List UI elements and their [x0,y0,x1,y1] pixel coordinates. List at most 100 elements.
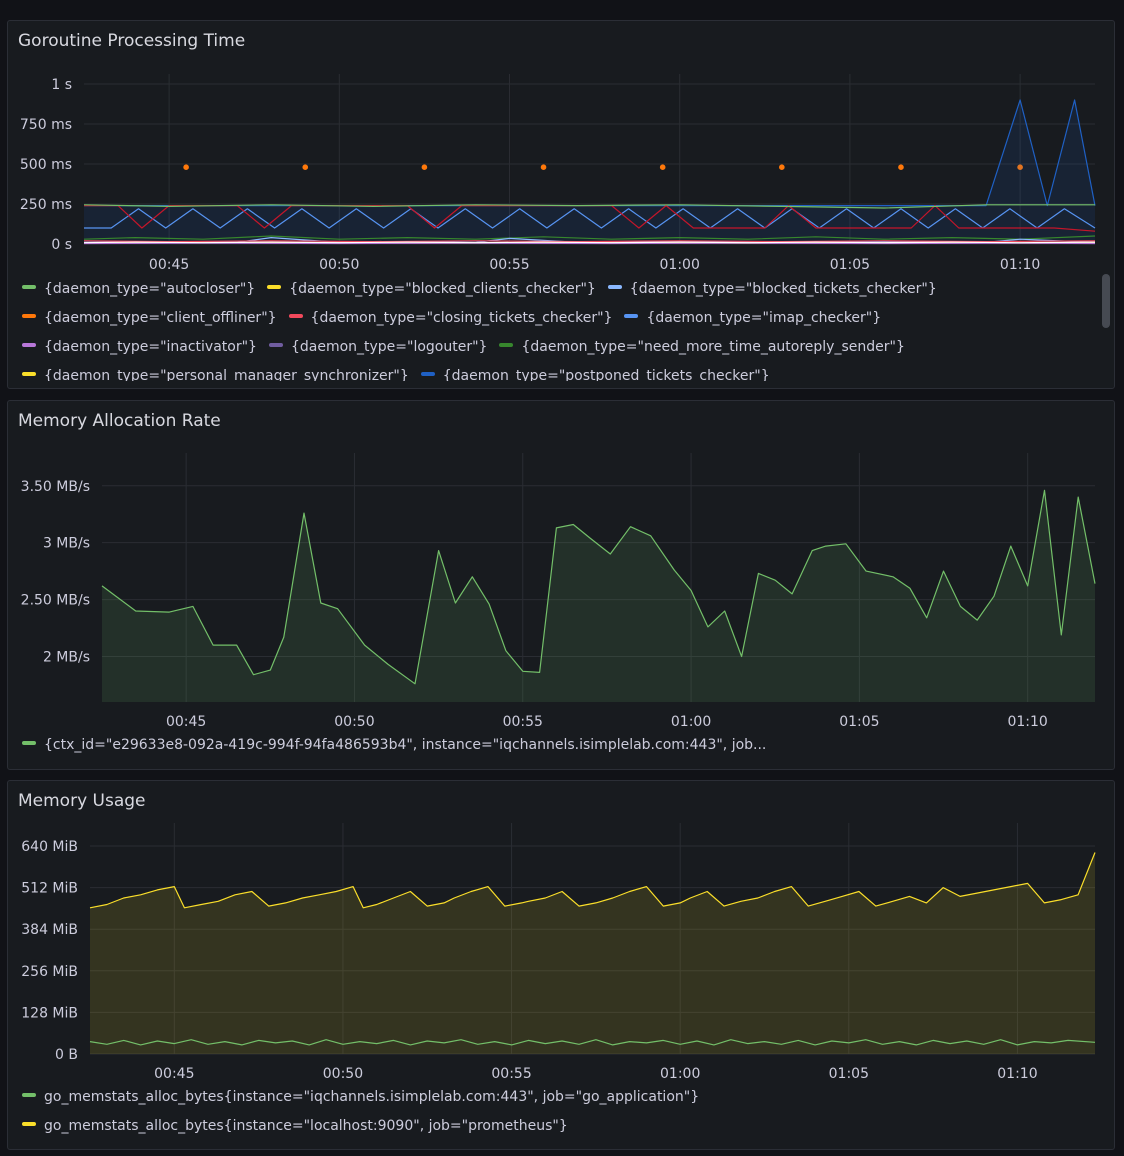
x-tick-label: 00:55 [503,714,543,730]
x-tick-label: 01:05 [830,257,870,273]
legend-swatch [22,1093,36,1097]
y-tick-label: 0 s [51,237,72,253]
legend-item[interactable]: {daemon_type="blocked_tickets_checker"} [607,275,937,304]
y-tick-label: 128 MiB [21,1005,78,1021]
legend-row: {ctx_id="e29633e8-092a-419c-994f-94fa486… [22,731,1102,760]
legend-swatch [268,343,283,347]
legend-item[interactable]: {daemon_type="client_offliner"} [22,304,277,333]
legend-label: {daemon_type="postponed_tickets_checker"… [442,368,770,381]
memory-usage-panel: Memory Usage 0 B 128 MiB 256 MiB 384 MiB 512… [7,780,1115,1150]
data-point [898,164,904,170]
x-tick-label: 01:10 [997,1066,1037,1082]
legend-row: go_memstats_alloc_bytes{instance="iqchan… [22,1083,1102,1112]
legend-row: {daemon_type="autocloser"} {daemon_type="… [22,275,1092,304]
series-0 [183,164,1023,170]
y-tick-label: 640 MiB [21,839,78,855]
legend-item[interactable]: {daemon_type="logouter"} [268,333,488,362]
grid [90,823,1095,1055]
series-1 [84,99,1096,244]
y-tick-label: 512 MiB [21,881,78,897]
legend-item[interactable]: {daemon_type="imap_checker"} [624,304,881,333]
goroutine-processing-time-chart[interactable]: 0 s 250 ms 500 ms 750 ms 1 s 00:45 00:50 00:55 0… [8,21,1114,281]
legend-label: {daemon_type="imap_checker"} [646,310,882,326]
legend-label: go_memstats_alloc_bytes{instance="localh… [44,1118,568,1134]
legend-item[interactable]: {ctx_id="e29633e8-092a-419c-994f-94fa486… [22,731,766,760]
chart-legend: {ctx_id="e29633e8-092a-419c-994f-94fa486… [22,731,1102,760]
legend-swatch [607,285,622,289]
data-point [302,164,309,170]
x-tick-label: 01:05 [829,1066,869,1082]
y-tick-label: 2.50 MB/s [21,593,90,609]
y-tick-label: 384 MiB [21,922,78,938]
x-tick-label: 00:50 [323,1066,363,1082]
legend-label: {daemon_type="blocked_tickets_checker"} [629,281,937,297]
y-tick-label: 256 MiB [21,964,78,980]
legend-row: {daemon_type="client_offliner"} {daemon_t… [22,304,1092,333]
legend-label: {daemon_type="personal_manager_synchroni… [44,368,409,381]
memory-allocation-rate-chart[interactable]: 2 MB/s 2.50 MB/s 3 MB/s 3.50 MB/s 00:45 00:50… [8,401,1114,736]
x-tick-label: 01:10 [1007,714,1047,730]
y-tick-label: 3 MB/s [43,536,90,552]
series-line [89,1039,1096,1046]
legend-swatch [22,372,36,376]
series-line [84,208,1096,229]
series-line [83,204,1095,209]
legend-item[interactable]: {daemon_type="personal_manager_synchroni… [22,362,409,381]
legend-swatch [22,343,36,347]
legend-label: {daemon_type="logouter"} [290,339,488,355]
x-tick-label: 01:10 [1000,257,1040,273]
legend-item[interactable]: {daemon_type="closing_tickets_checker"} [288,304,612,333]
legend-label: {daemon_type="inactivator"} [44,339,257,355]
goroutine-processing-time-panel: Goroutine Processing Time 0 s 250 ms 500 m… [7,20,1115,389]
series-area [102,490,1095,702]
data-point [659,164,666,170]
legend-swatch [288,314,303,318]
x-tick-label: 00:55 [489,257,529,273]
legend-label: {daemon_type="client_offliner"} [44,310,277,326]
legend-item[interactable]: {daemon_type="postponed_tickets_checker"… [420,362,770,381]
legend-item[interactable]: go_memstats_alloc_bytes{instance="localh… [22,1112,568,1141]
series-0 [101,489,1096,702]
y-tick-label: 500 ms [20,157,72,173]
memory-usage-chart[interactable]: 0 B 128 MiB 256 MiB 384 MiB 512 MiB 640 MiB 00… [8,781,1114,1086]
legend-swatch [22,285,36,289]
x-tick-label: 01:05 [839,714,879,730]
x-tick-label: 00:45 [154,1066,194,1082]
legend-swatch [22,1122,36,1126]
series-0 [89,852,1096,1054]
legend-label: {daemon_type="blocked_clients_checker"} [289,281,596,297]
panel-title[interactable]: Memory Usage [18,791,146,811]
chart-legend: {daemon_type="autocloser"} {daemon_type="… [22,275,1092,381]
panel-title[interactable]: Memory Allocation Rate [18,411,221,431]
series-line [83,241,1096,244]
grid [102,453,1095,702]
x-tick-label: 01:00 [660,257,700,273]
series-line [89,852,1096,909]
legend-swatch [420,372,435,376]
legend-item[interactable]: {daemon_type="blocked_clients_checker"} [267,275,596,304]
legend-item[interactable]: go_memstats_alloc_bytes{instance="iqchan… [22,1083,699,1112]
series-area [84,100,1095,244]
data-point [421,164,428,170]
legend-label: {ctx_id="e29633e8-092a-419c-994f-94fa486… [44,737,767,753]
series-2 [84,208,1096,229]
legend-item[interactable]: {daemon_type="inactivator"} [22,333,257,362]
legend-swatch [624,314,639,318]
legend-item[interactable]: {daemon_type="need_more_time_autoreply_s… [499,333,905,362]
x-tick-label: 00:45 [166,714,206,730]
legend-swatch [267,285,282,289]
legend-row: {daemon_type="personal_manager_synchroni… [22,362,1092,381]
legend-label: go_memstats_alloc_bytes{instance="iqchan… [44,1089,700,1105]
x-tick-label: 01:00 [671,714,711,730]
x-tick-label: 00:45 [149,257,189,273]
chart-legend: go_memstats_alloc_bytes{instance="iqchan… [22,1083,1102,1141]
legend-item[interactable]: {daemon_type="autocloser"} [22,275,255,304]
y-tick-label: 750 ms [20,117,72,133]
panel-title[interactable]: Goroutine Processing Time [18,31,246,51]
series-8 [83,240,1096,243]
x-tick-label: 00:55 [491,1066,531,1082]
x-tick-label: 01:00 [660,1066,700,1082]
memory-allocation-rate-panel: Memory Allocation Rate 2 MB/s 2.50 MB/s 3 … [7,400,1115,770]
data-point [779,164,785,170]
legend-scrollbar[interactable] [1102,274,1110,328]
